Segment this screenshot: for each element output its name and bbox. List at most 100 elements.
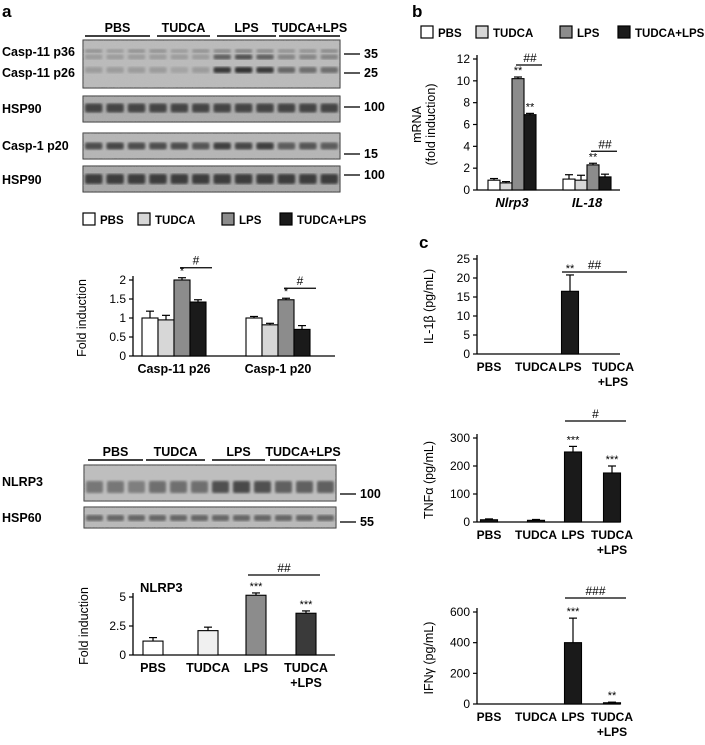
bar-tudca xyxy=(574,179,588,191)
y-tick-label: 0 xyxy=(119,349,126,363)
blot-band xyxy=(192,142,210,150)
blot-band xyxy=(254,481,271,493)
blot-row-label: Casp-11 p26 xyxy=(2,66,75,80)
blot-band xyxy=(320,103,338,113)
blot-texture xyxy=(83,96,340,122)
bar xyxy=(602,472,622,523)
x-category-label: Nlrp3 xyxy=(495,195,529,210)
bar xyxy=(142,640,164,656)
x-category-label: Casp-11 p26 xyxy=(138,362,211,376)
blot-group-label: PBS xyxy=(105,21,131,35)
y-tick-label: 0.5 xyxy=(109,330,126,344)
x-category-label: +LPS xyxy=(290,676,322,690)
legend-swatch xyxy=(221,212,235,226)
x-category-label: +LPS xyxy=(598,375,628,389)
blot-band xyxy=(299,54,317,60)
blot-band xyxy=(149,103,167,113)
blot-band xyxy=(299,49,317,53)
legend-swatch xyxy=(475,25,489,39)
blot-texture xyxy=(84,465,336,501)
blot-band xyxy=(192,54,210,60)
blot-group-label: TUDCA+LPS xyxy=(272,21,347,35)
legend-label: TUDCA xyxy=(493,28,533,40)
panel-label-b: b xyxy=(412,2,422,21)
y-axis-label: IFNγ (pg/mL) xyxy=(422,622,436,695)
y-tick-label: 5 xyxy=(463,328,470,342)
blot-band xyxy=(299,174,317,184)
legend-label: LPS xyxy=(577,28,600,40)
blot-band xyxy=(149,174,167,184)
y-tick-label: 0 xyxy=(463,347,470,361)
blot-row-label: Casp-1 p20 xyxy=(2,139,69,153)
blot-band xyxy=(256,142,274,150)
blot-row-label: HSP90 xyxy=(2,173,42,187)
blot-band xyxy=(213,54,231,60)
bar-tudca-lps xyxy=(189,301,207,357)
blot-band xyxy=(277,103,296,113)
blot-band xyxy=(212,481,229,493)
x-category-label: LPS xyxy=(561,528,584,542)
significance-star: ** xyxy=(608,690,617,702)
blot-band xyxy=(170,67,189,73)
blot-texture xyxy=(84,507,336,528)
y-tick-label: 100 xyxy=(450,487,470,501)
y-tick-label: 1 xyxy=(119,311,126,325)
blot-group-label: TUDCA xyxy=(154,445,198,459)
blot-band xyxy=(192,174,210,184)
x-category-label: LPS xyxy=(561,710,584,724)
bar xyxy=(479,519,499,523)
western-blot-nlrp3: PBS TUDCA LPS TUDCA+LPS NLRP3 100 HSP60 55 xyxy=(2,445,381,529)
significance-hash: ## xyxy=(523,51,537,65)
y-tick-label: 300 xyxy=(450,431,470,445)
marker-label: 100 xyxy=(360,487,381,501)
blot-band xyxy=(317,515,334,521)
y-axis-label: mRNA(fold induction) xyxy=(410,84,438,166)
marker-label: 55 xyxy=(360,515,374,529)
y-tick-label: 1.5 xyxy=(109,292,126,306)
blot-band xyxy=(296,515,313,521)
blot-row-label: HSP60 xyxy=(2,511,42,525)
significance-star: ** xyxy=(514,65,523,77)
blot-band xyxy=(256,174,274,184)
significance-star: *** xyxy=(300,599,314,611)
bar-lps xyxy=(586,164,600,191)
bar-pbs xyxy=(562,178,576,191)
chart-casp-fold-induction: 0 0.5 1 1.5 2 Fold induction Casp-11 p26 Casp-1… xyxy=(75,254,335,376)
blot-band xyxy=(127,49,146,53)
blot-band xyxy=(107,515,124,521)
blot-group-label: PBS xyxy=(103,445,129,459)
significance-hash: # xyxy=(297,274,304,288)
bar-tudca xyxy=(261,324,279,357)
significance-star: *** xyxy=(567,606,581,618)
blot-band xyxy=(213,49,231,53)
blot-band xyxy=(234,103,253,113)
x-category-label: LPS xyxy=(558,360,581,374)
chart-title: NLRP3 xyxy=(140,580,183,595)
y-axis-label: TNFα (pg/mL) xyxy=(422,441,436,519)
y-axis-label: IL-1β (pg/mL) xyxy=(422,269,436,344)
bar-pbs xyxy=(245,317,263,357)
bar-tudca xyxy=(157,319,175,357)
blot-band xyxy=(149,67,167,73)
x-category-label: TUDCA xyxy=(592,360,634,374)
legend-label: TUDCA+LPS xyxy=(635,28,705,40)
blot-band xyxy=(170,174,189,184)
x-category-label: PBS xyxy=(140,661,166,675)
blot-group-label: LPS xyxy=(234,21,258,35)
significance-hash: # xyxy=(193,254,200,268)
blot-band xyxy=(191,515,208,521)
blot-band xyxy=(106,174,124,184)
blot-band xyxy=(170,54,189,60)
panel-label-c: c xyxy=(419,233,428,252)
y-tick-label: 400 xyxy=(450,636,470,650)
blot-row-label: NLRP3 xyxy=(2,475,43,489)
significance-hash: ## xyxy=(277,561,291,575)
bar xyxy=(602,702,622,705)
blot-band xyxy=(277,67,296,73)
significance-star: ** xyxy=(589,151,598,163)
blot-band xyxy=(299,103,317,113)
blot-band xyxy=(192,67,210,73)
blot-row-label: HSP90 xyxy=(2,102,42,116)
